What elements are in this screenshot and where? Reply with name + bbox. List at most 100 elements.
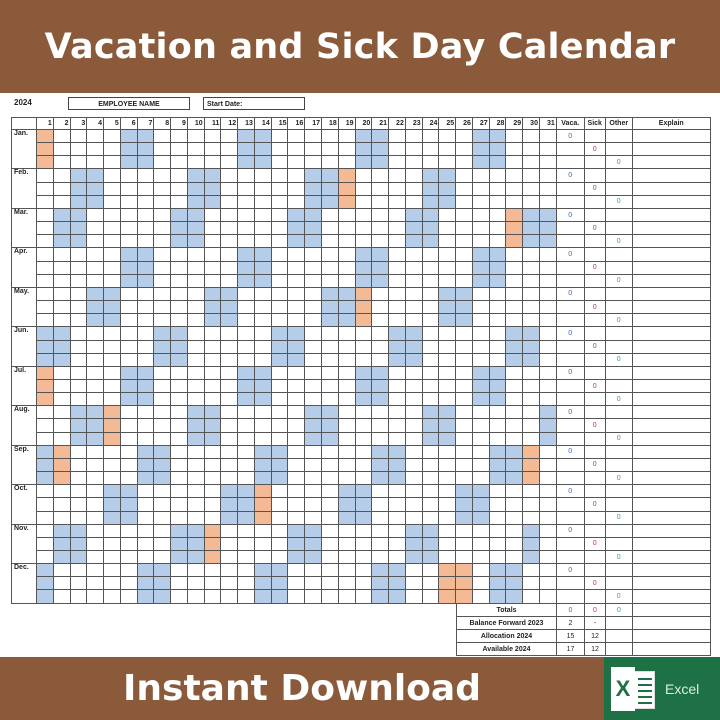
day-cell[interactable] <box>287 392 306 407</box>
weekend-cell[interactable] <box>270 471 289 486</box>
day-cell[interactable] <box>438 549 457 565</box>
weekend-cell[interactable] <box>371 589 390 604</box>
weekend-cell[interactable] <box>237 142 255 157</box>
weekend-cell[interactable] <box>337 497 356 512</box>
day-cell[interactable] <box>287 128 306 144</box>
day-cell[interactable] <box>538 563 557 578</box>
day-cell[interactable] <box>36 523 54 538</box>
day-cell[interactable] <box>153 194 172 209</box>
day-cell[interactable] <box>287 155 306 170</box>
day-cell[interactable] <box>471 286 490 302</box>
day-cell[interactable] <box>304 510 323 525</box>
explain-cell[interactable] <box>631 510 711 525</box>
weekend-cell[interactable] <box>170 523 188 538</box>
weekend-cell[interactable] <box>270 563 289 578</box>
day-cell[interactable] <box>36 418 54 433</box>
weekend-cell[interactable] <box>36 339 54 354</box>
day-cell[interactable] <box>237 589 255 604</box>
day-cell[interactable] <box>186 510 205 525</box>
day-cell[interactable] <box>36 510 54 525</box>
weekend-cell[interactable] <box>438 168 457 183</box>
day-cell[interactable] <box>270 418 289 433</box>
day-cell[interactable] <box>388 313 406 328</box>
day-cell[interactable] <box>538 523 557 538</box>
weekend-cell[interactable] <box>203 313 222 328</box>
day-cell[interactable] <box>371 484 390 499</box>
day-cell[interactable] <box>253 207 272 223</box>
weekend-cell[interactable] <box>237 128 255 144</box>
day-cell[interactable] <box>371 300 390 315</box>
day-cell[interactable] <box>404 155 423 170</box>
day-cell[interactable] <box>237 352 255 367</box>
weekend-cell[interactable] <box>237 484 255 499</box>
weekend-cell[interactable] <box>203 431 222 446</box>
day-cell[interactable] <box>220 221 239 236</box>
weekend-cell[interactable] <box>371 457 390 473</box>
weekend-cell[interactable] <box>337 300 356 315</box>
weekend-cell[interactable] <box>170 339 188 354</box>
day-cell[interactable] <box>170 497 188 512</box>
weekend-cell[interactable] <box>36 471 54 486</box>
weekend-cell[interactable] <box>103 313 121 328</box>
day-cell[interactable] <box>52 484 71 499</box>
day-cell[interactable] <box>455 549 473 565</box>
day-cell[interactable] <box>270 510 289 525</box>
day-cell[interactable] <box>522 128 540 144</box>
holiday-cell[interactable] <box>253 510 272 525</box>
day-cell[interactable] <box>538 378 557 394</box>
day-cell[interactable] <box>304 352 323 367</box>
weekend-cell[interactable] <box>253 155 272 170</box>
day-cell[interactable] <box>103 339 121 354</box>
day-cell[interactable] <box>136 181 155 196</box>
day-cell[interactable] <box>36 168 54 183</box>
day-cell[interactable] <box>220 457 239 473</box>
holiday-cell[interactable] <box>203 549 222 565</box>
day-cell[interactable] <box>354 352 373 367</box>
day-cell[interactable] <box>455 221 473 236</box>
weekend-cell[interactable] <box>69 221 88 236</box>
day-cell[interactable] <box>505 484 524 499</box>
day-cell[interactable] <box>153 510 172 525</box>
day-cell[interactable] <box>438 352 457 367</box>
day-cell[interactable] <box>287 405 306 420</box>
day-cell[interactable] <box>404 392 423 407</box>
day-cell[interactable] <box>69 352 88 367</box>
day-cell[interactable] <box>186 247 205 262</box>
day-cell[interactable] <box>471 181 490 196</box>
day-cell[interactable] <box>36 194 54 209</box>
day-cell[interactable] <box>522 563 540 578</box>
explain-cell[interactable] <box>631 155 711 170</box>
holiday-cell[interactable] <box>522 471 540 486</box>
holiday-cell[interactable] <box>203 536 222 552</box>
day-cell[interactable] <box>304 247 323 262</box>
day-cell[interactable] <box>388 128 406 144</box>
holiday-cell[interactable] <box>52 457 71 473</box>
day-cell[interactable] <box>136 300 155 315</box>
day-cell[interactable] <box>170 378 188 394</box>
holiday-cell[interactable] <box>455 576 473 591</box>
day-cell[interactable] <box>186 471 205 486</box>
day-cell[interactable] <box>354 339 373 354</box>
day-cell[interactable] <box>153 523 172 538</box>
day-cell[interactable] <box>270 497 289 512</box>
weekend-cell[interactable] <box>136 378 155 394</box>
weekend-cell[interactable] <box>354 155 373 170</box>
day-cell[interactable] <box>287 313 306 328</box>
day-cell[interactable] <box>287 576 306 591</box>
day-cell[interactable] <box>153 128 172 144</box>
weekend-cell[interactable] <box>471 392 490 407</box>
explain-cell[interactable] <box>631 497 711 512</box>
weekend-cell[interactable] <box>103 510 121 525</box>
weekend-cell[interactable] <box>119 128 138 144</box>
day-cell[interactable] <box>538 457 557 473</box>
day-cell[interactable] <box>170 128 188 144</box>
day-cell[interactable] <box>354 181 373 196</box>
day-cell[interactable] <box>304 300 323 315</box>
weekend-cell[interactable] <box>69 234 88 249</box>
day-cell[interactable] <box>388 536 406 552</box>
day-cell[interactable] <box>404 260 423 275</box>
day-cell[interactable] <box>471 326 490 341</box>
weekend-cell[interactable] <box>119 247 138 262</box>
day-cell[interactable] <box>153 365 172 380</box>
weekend-cell[interactable] <box>471 128 490 144</box>
